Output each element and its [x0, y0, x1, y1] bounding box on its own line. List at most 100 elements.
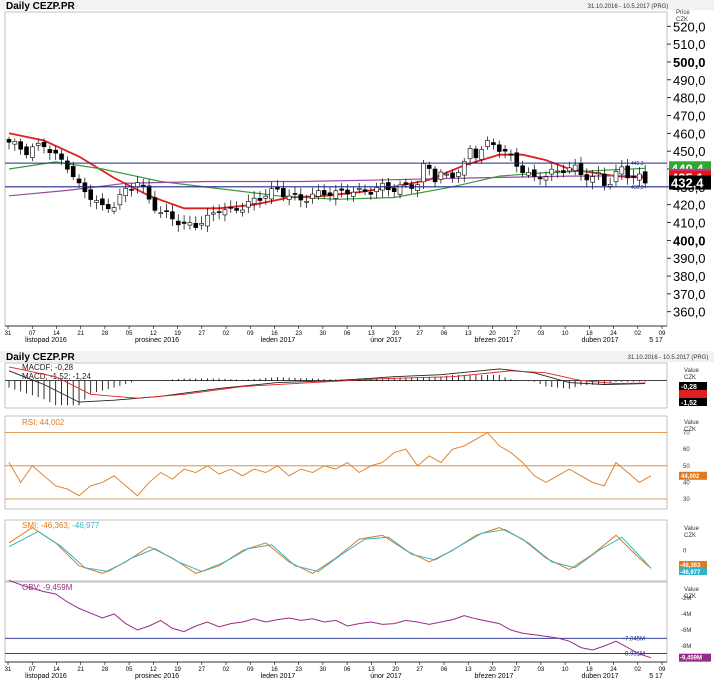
price-tick-label: 390,0 [673, 251, 706, 266]
price-tick-label: 470,0 [673, 108, 706, 123]
candle-body [415, 184, 420, 191]
rsi-line [8, 432, 652, 497]
price-label-box [669, 175, 711, 190]
x-tick-label: 27 [416, 331, 423, 337]
smi-line-SMI [8, 527, 652, 574]
price-tick-label: 420,0 [673, 198, 706, 213]
hline-label: 443,3 [631, 161, 644, 167]
candle-body [432, 168, 438, 183]
candle-body [572, 164, 578, 172]
candle-body [491, 142, 496, 146]
x-tick-label: 28 [102, 331, 109, 337]
candle-body [199, 223, 204, 226]
x-tick-label: 24 [610, 331, 617, 337]
rsi-panel: RSI; 44,002 Value CZK 70 60 50 40 30 44,002 [5, 418, 707, 503]
candle-body [543, 176, 549, 181]
obv-tick-label: -6M [681, 628, 691, 634]
candle-body [292, 193, 298, 195]
x-tick-label: 06 [344, 331, 351, 337]
candle-body [135, 182, 140, 188]
candle-body [187, 222, 193, 226]
candle-body [94, 200, 99, 203]
macd-panel: MACDF; -0,28 MACD; -1,52; -1,24 Value CZ… [5, 363, 707, 407]
obv-line [8, 579, 652, 659]
obv-panel: OBV; -9,459M Value CZK -2M -4M -6M -8M -7,04… [5, 579, 711, 662]
candle-body [88, 189, 94, 200]
smi-label-text-2: -46,977 [680, 570, 701, 576]
candle-body [578, 162, 584, 176]
candle-body [286, 195, 292, 200]
x-tick-label: 27 [198, 331, 205, 337]
candle-body [100, 198, 105, 206]
x-tick-label: 27 [513, 667, 520, 673]
x-tick-label: 09 [247, 331, 254, 337]
candle-body [473, 148, 479, 159]
x-tick-label: 09 [659, 667, 666, 673]
x-tick-label: 02 [634, 667, 641, 673]
candle-body [526, 172, 531, 176]
x-tick-label: 06 [441, 331, 448, 337]
candle-body [251, 197, 257, 204]
candle-body [164, 210, 169, 212]
price-value-labels: 440,4436,2435,1432,4 [669, 161, 711, 191]
price-label-text: 432,4 [671, 176, 704, 191]
candle-body [205, 214, 210, 227]
hline-label: 430,0 [631, 185, 644, 191]
macd-frame [4, 362, 668, 409]
candle-body [631, 176, 636, 178]
candle-body [374, 187, 379, 192]
candle-body [339, 188, 344, 191]
price-axis: Price CZK 520,0 510,0 500,0 490,0 480,0 470,0… [667, 10, 706, 320]
candle-body [362, 189, 368, 192]
candle-body [111, 207, 117, 212]
rsi-label-text: 44,002 [681, 474, 700, 480]
candle-body [76, 178, 82, 184]
candle-body [391, 187, 397, 192]
price-tick-label: 510,0 [673, 37, 706, 52]
rsi-label-box [679, 471, 707, 480]
smi-label-box-2 [679, 568, 707, 575]
panel-frames [4, 11, 668, 663]
x-tick-label: 16 [271, 331, 278, 337]
macd-title: MACDF; -0,28 [22, 363, 74, 372]
candle-body [59, 153, 64, 160]
candle-body [257, 198, 263, 201]
x-tick-label: 20 [489, 667, 496, 673]
candle-body [531, 169, 537, 177]
candle-body [304, 200, 309, 203]
smi-tick-label: 0 [683, 549, 687, 555]
month-label: duben 2017 [582, 337, 619, 344]
macd-axis-unit: CZK [684, 375, 696, 381]
date-range: 31.10.2016 - 10.5.2017 (PRG) [588, 4, 669, 10]
macd-label-macdf: -0,28 [681, 384, 697, 391]
candle-body [333, 190, 339, 199]
rsi-tick-label: 70 [683, 431, 690, 437]
candle-body [240, 209, 245, 213]
price-tick-label: 460,0 [673, 126, 706, 141]
x-tick-label: 24 [610, 667, 617, 673]
bottom-x-axis: 31 07 14 21 28 05 12 19 27 02 09 16 23 30 06 13 20 27 06 13… [5, 661, 667, 680]
candle-body [123, 188, 129, 197]
month-label: únor 2017 [370, 673, 402, 680]
obv-tick-label: -4M [681, 612, 691, 618]
month-label: leden 2017 [261, 337, 296, 344]
price-horizontal-lines: 443,3 430,0 [5, 161, 667, 191]
candle-body [444, 173, 450, 176]
month-label: listopad 2016 [25, 673, 67, 680]
smi-title: SMI; -46,363; -46,977 [22, 521, 100, 530]
obv-label-box [679, 653, 711, 662]
candle-body [216, 211, 222, 213]
candle-body [345, 189, 350, 195]
month-label: 5 17 [649, 673, 663, 680]
month-label: 5 17 [649, 337, 663, 344]
x-tick-label: 18 [586, 667, 593, 673]
x-tick-label: 16 [271, 667, 278, 673]
macd-label-box-red [679, 390, 707, 398]
rsi-tick-label: 30 [683, 497, 690, 503]
price-tick-label: 490,0 [673, 73, 706, 88]
x-tick-label: 10 [562, 667, 569, 673]
smi-label-text-1: -46,363 [680, 563, 701, 569]
x-tick-label: 30 [320, 667, 327, 673]
candle-body [479, 149, 485, 160]
candle-body [625, 165, 630, 179]
